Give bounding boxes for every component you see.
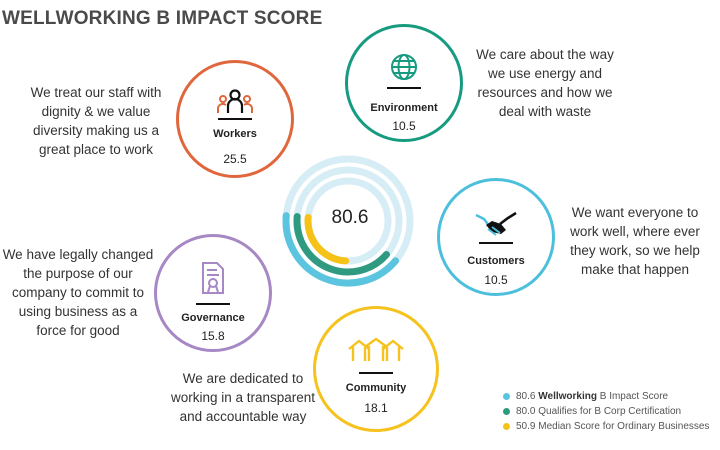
legend-swatch — [503, 392, 510, 400]
legend-value: 80.6 — [516, 390, 536, 402]
community-description: We are dedicated to working in a transpa… — [170, 371, 316, 424]
environment-label: Environment — [370, 102, 438, 114]
customers-circle: Customers 10.5 — [437, 178, 555, 296]
governance-score: 15.8 — [201, 329, 225, 343]
legend-swatch — [503, 407, 510, 415]
governance-description: We have legally changed the purpose of o… — [2, 247, 154, 338]
environment-score: 10.5 — [392, 119, 416, 133]
chart-title: WELLWORKING B IMPACT SCORE — [2, 8, 323, 29]
community-circle: Community 18.1 — [313, 306, 439, 432]
legend-item: 80.0 Qualifies for B Corp Certification — [503, 404, 709, 418]
score-arc-0 — [282, 212, 400, 287]
governance-rule — [196, 303, 230, 305]
customers-label: Customers — [467, 255, 525, 267]
score-arc-1 — [293, 213, 390, 276]
customers-rule — [479, 242, 513, 244]
handshake-icon — [440, 209, 552, 239]
environment-circle: Environment 10.5 — [345, 24, 463, 142]
houses-icon — [316, 337, 436, 367]
legend-text: Qualifies for B Corp Certification — [538, 405, 682, 417]
legend-item: 50.9 Median Score for Ordinary Businesse… — [503, 419, 709, 433]
legend: 80.6 Wellworking B Impact Score 80.0 Qua… — [503, 389, 709, 434]
community-rule — [359, 372, 393, 374]
legend-bold: Wellworking — [538, 390, 597, 402]
workers-description: We treat our staff with dignity & we val… — [30, 85, 162, 157]
legend-item: 80.6 Wellworking B Impact Score — [503, 389, 709, 403]
environment-description: We care about the way we use energy and … — [476, 47, 614, 119]
workers-rule — [218, 118, 252, 120]
score-arc-2 — [304, 214, 350, 265]
legend-text: B Impact Score — [599, 390, 669, 402]
governance-circle: Governance 15.8 — [154, 234, 272, 352]
legend-swatch — [503, 422, 510, 430]
globe-icon — [348, 53, 460, 83]
workers-circle: Workers 25.5 — [176, 60, 294, 178]
community-score: 18.1 — [364, 401, 388, 415]
legend-value: 50.9 — [516, 420, 536, 432]
workers-score: 25.5 — [223, 152, 247, 166]
customers-description: We want everyone to work well, where eve… — [570, 205, 700, 277]
customers-score: 10.5 — [484, 273, 508, 287]
legend-text: Median Score for Ordinary Businesses — [538, 420, 710, 432]
environment-rule — [387, 87, 421, 89]
certificate-icon — [157, 261, 269, 294]
legend-value: 80.0 — [516, 405, 536, 417]
community-label: Community — [345, 382, 407, 394]
center-score: 80.6 — [331, 207, 369, 228]
governance-label: Governance — [181, 312, 245, 324]
workers-icon — [179, 89, 291, 119]
workers-label: Workers — [213, 128, 257, 140]
